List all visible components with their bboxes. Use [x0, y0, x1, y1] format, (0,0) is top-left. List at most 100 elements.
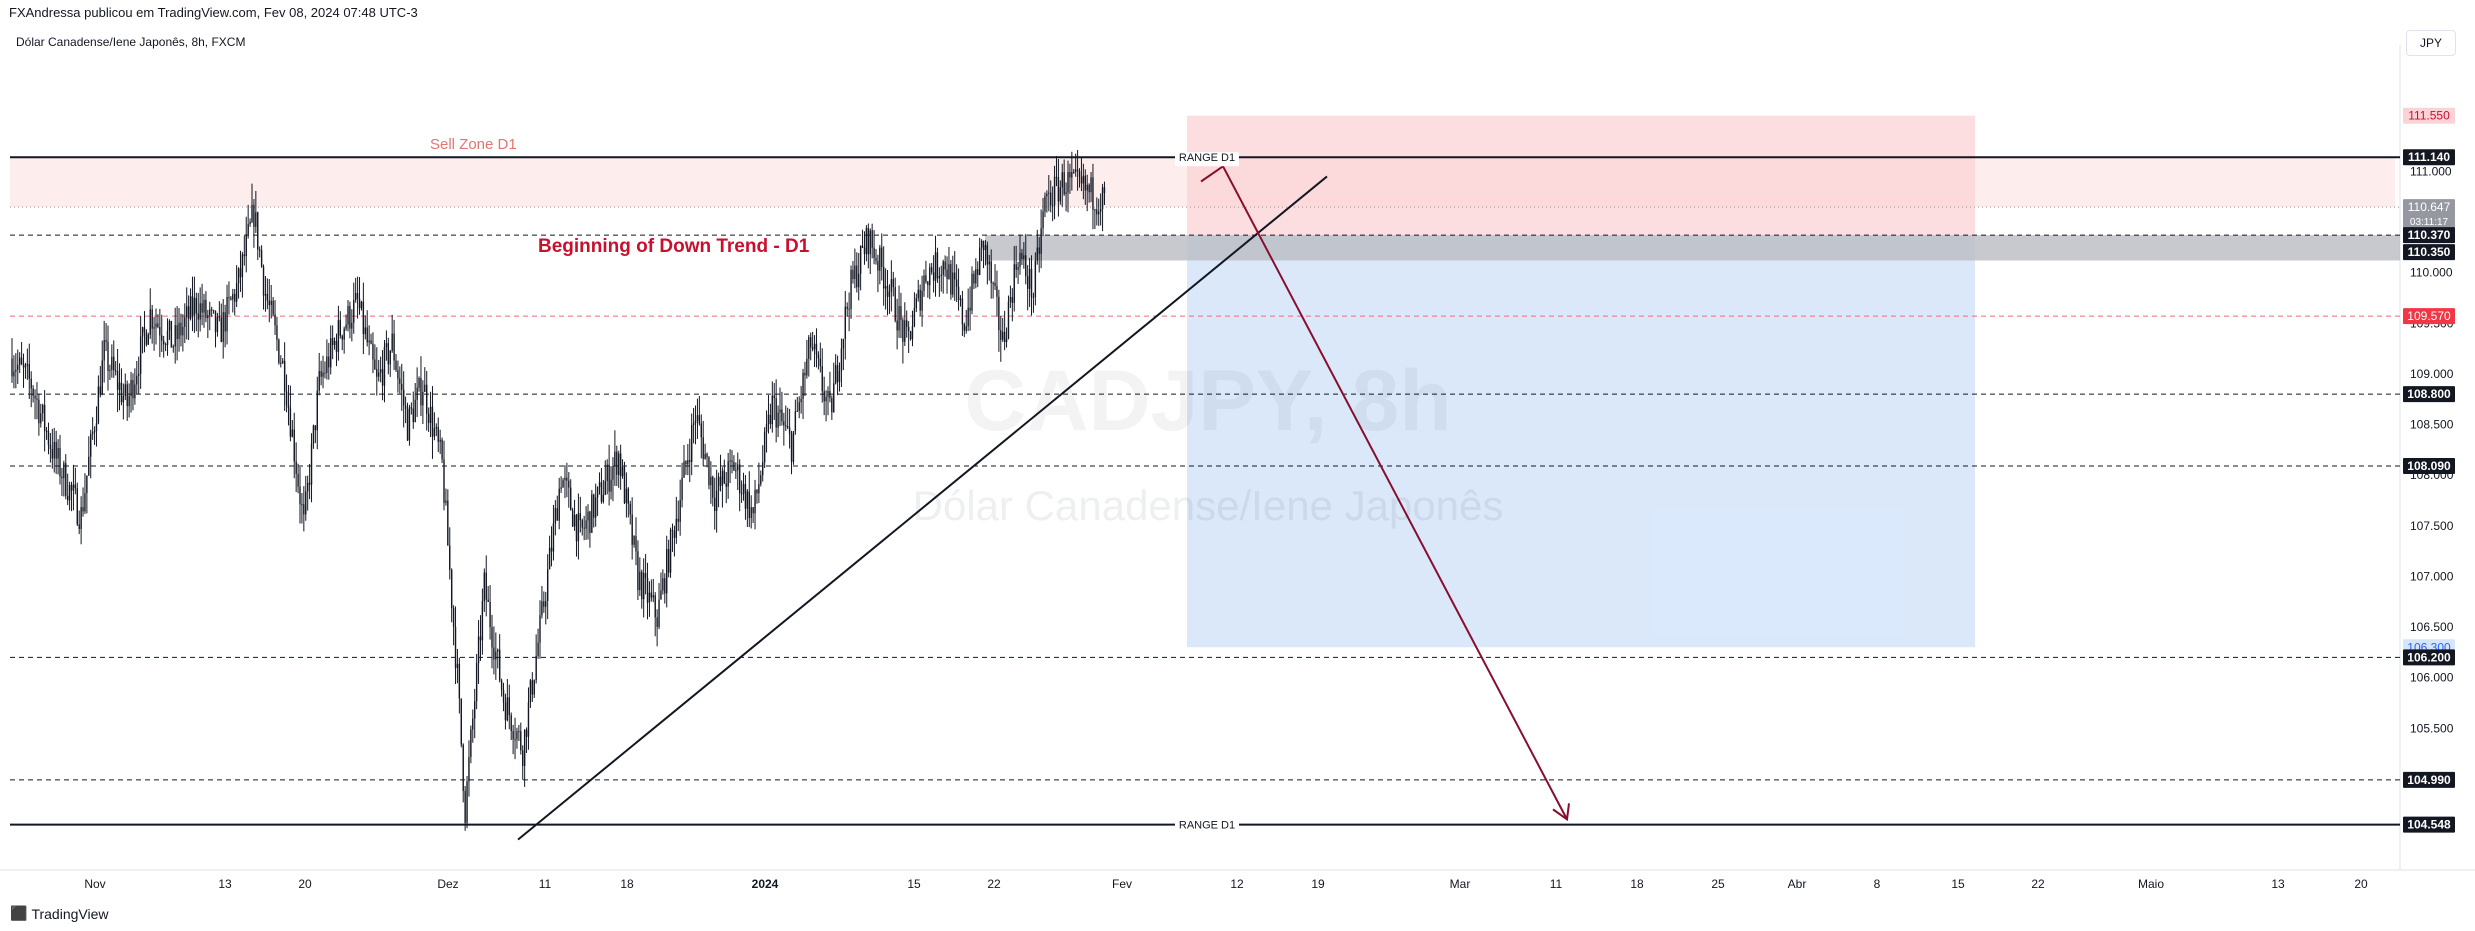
candle-body [593, 494, 595, 518]
candle-body [245, 234, 247, 257]
candle-body [815, 343, 818, 355]
candle-body [370, 340, 372, 344]
time-tick: 15 [1951, 877, 1965, 891]
candle-body [389, 350, 391, 365]
candle-body [178, 322, 180, 339]
candle-body [881, 247, 883, 267]
candle-body [708, 457, 710, 486]
candle-body [773, 395, 775, 399]
candle-body [427, 413, 430, 423]
candle-body [450, 569, 453, 609]
candle-body [785, 425, 787, 427]
candle-body [182, 326, 184, 336]
time-tick: Nov [84, 877, 105, 891]
candle-body [61, 476, 63, 479]
candle-body [439, 439, 441, 442]
candle-body [470, 729, 472, 758]
candle-body [702, 437, 704, 459]
candle-body [374, 359, 376, 370]
candle-body [487, 599, 489, 602]
candle-body [950, 264, 952, 295]
candle-body [1023, 255, 1025, 259]
time-tick: Abr [1788, 877, 1807, 891]
candle-body [333, 340, 336, 346]
candle-body [556, 508, 558, 521]
candle-body [1050, 192, 1052, 206]
candle-body [771, 395, 774, 425]
candle-body [836, 365, 839, 383]
candle-body [882, 266, 885, 289]
candle-body [1026, 276, 1029, 289]
tradingview-brand[interactable]: ⬛ TradingView [10, 905, 108, 922]
candle-body [994, 282, 996, 287]
candle-body [543, 601, 545, 607]
candle-body [792, 431, 795, 462]
candle-body [26, 363, 29, 366]
target-zone [1187, 235, 1975, 648]
candle-body [491, 627, 493, 648]
candle-body [654, 595, 656, 618]
candle-body [506, 697, 509, 721]
candle-body [147, 334, 150, 345]
candle-body [942, 261, 944, 275]
candle-body [694, 420, 697, 424]
candle-body [280, 362, 282, 364]
candle-body [529, 680, 532, 703]
candle-body [330, 338, 332, 368]
candle-body [679, 499, 681, 522]
candle-body [124, 384, 126, 396]
candle-body [143, 327, 146, 333]
candle-body [957, 286, 960, 301]
candle-body [612, 466, 614, 480]
candle-body [247, 224, 249, 235]
candle-body [498, 649, 501, 681]
currency-button[interactable]: JPY [2406, 30, 2456, 56]
candle-body [86, 475, 88, 494]
sell-zone-label: Sell Zone D1 [430, 136, 517, 153]
candle-body [376, 369, 378, 377]
candle-body [303, 504, 305, 515]
candle-body [965, 326, 967, 331]
candle-body [24, 365, 27, 368]
candle-body [545, 600, 547, 607]
candle-body [343, 328, 345, 340]
candle-body [105, 340, 107, 342]
candle-body [978, 247, 981, 275]
candle-body [525, 729, 528, 737]
candle-body [255, 212, 257, 227]
candle-body [963, 324, 966, 331]
candle-body [740, 493, 743, 495]
stop-loss-zone [1187, 115, 1975, 236]
time-tick: 2024 [752, 877, 779, 891]
candle-body [573, 514, 576, 527]
candle-body [234, 293, 236, 302]
candle-body [925, 275, 927, 282]
candle-body [222, 312, 224, 342]
candle-body [587, 511, 589, 521]
price-badge-bg [2403, 107, 2455, 124]
chart-background [0, 45, 2475, 871]
candle-body [84, 493, 86, 512]
time-tick: Mar [1450, 877, 1471, 891]
candle-body [821, 366, 823, 392]
candle-body [466, 781, 468, 823]
time-tick: 20 [2354, 877, 2368, 891]
candle-body [748, 491, 750, 519]
time-tick: 25 [1711, 877, 1725, 891]
candle-body [395, 360, 397, 371]
candle-body [36, 398, 38, 400]
candle-body [522, 750, 524, 766]
candles [11, 149, 1106, 831]
candle-body [212, 309, 215, 311]
candle-body [675, 518, 678, 538]
candle-body [162, 340, 165, 345]
candle-body [677, 518, 679, 522]
candle-body [696, 415, 699, 421]
candle-body [850, 269, 852, 309]
candle-body [629, 503, 631, 515]
candle-body [535, 656, 537, 681]
candle-body [479, 636, 482, 641]
price-badge-bg [2403, 458, 2455, 475]
